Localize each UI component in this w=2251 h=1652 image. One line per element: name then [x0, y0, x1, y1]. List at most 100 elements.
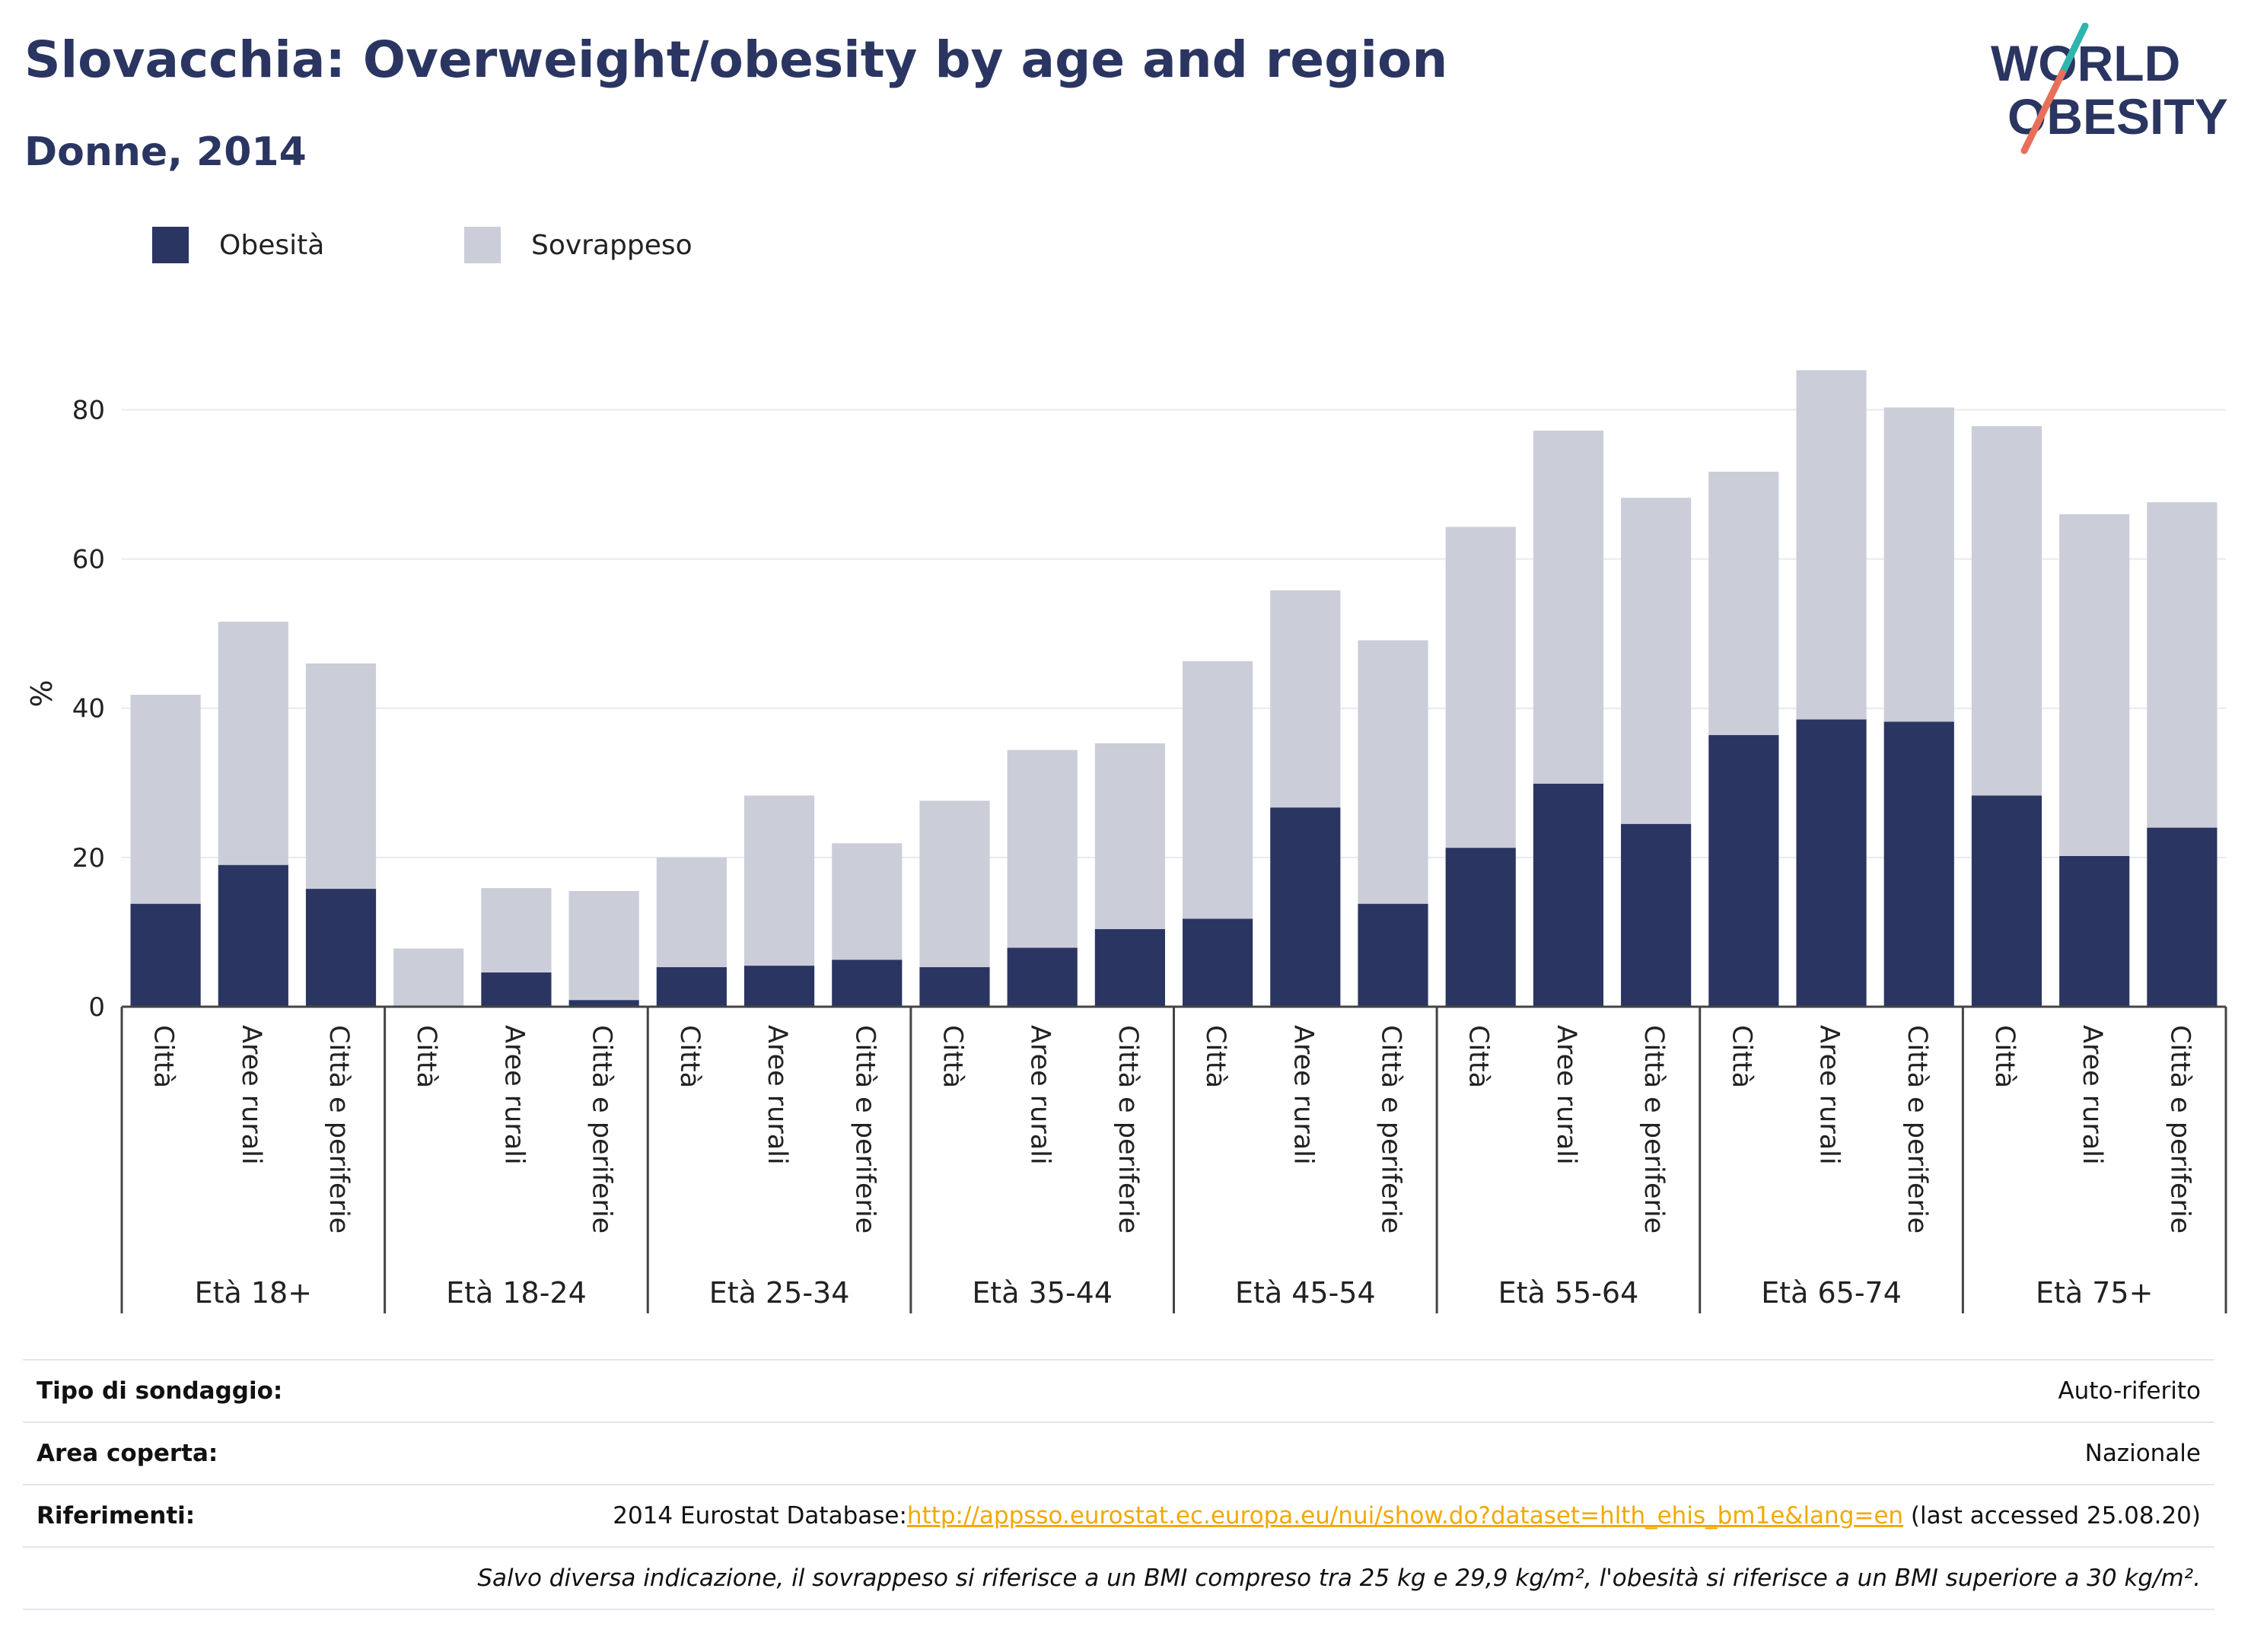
bar-sovrappeso [568, 890, 639, 1001]
info-row-references: Riferimenti: 2014 Eurostat Database:http… [23, 1484, 2214, 1546]
bar-obesita [743, 966, 815, 1007]
x-tick-label: Aree rurali [498, 1025, 529, 1165]
bar-obesita [656, 967, 727, 1007]
legend-swatch-sovrappeso [464, 227, 501, 263]
bar-sovrappeso [832, 843, 903, 960]
bar-obesita [481, 972, 552, 1007]
logo-slash-coral [2020, 69, 2066, 154]
bar-sovrappeso [1094, 743, 1165, 930]
x-tick-label: Città e periferie [849, 1025, 880, 1233]
bar-sovrappeso [1883, 407, 1954, 722]
y-tick-label: 0 [88, 992, 105, 1023]
bar-sovrappeso [743, 795, 815, 966]
bar-obesita [1971, 795, 2042, 1007]
x-tick-label: Aree rurali [2077, 1025, 2107, 1165]
info-row-survey-type: Tipo di sondaggio: Auto-riferito [23, 1359, 2214, 1421]
bar-sovrappeso [1007, 750, 1078, 948]
x-tick-label: Aree rurali [1814, 1025, 1845, 1165]
bar-obesita [1796, 719, 1867, 1007]
group-label: Età 18-24 [446, 1276, 587, 1310]
bar-sovrappeso [218, 621, 288, 865]
y-tick-label: 40 [72, 694, 105, 724]
bar-obesita [305, 889, 377, 1007]
bar-obesita [1621, 823, 1692, 1007]
coverage-value: Nazionale [2084, 1440, 2201, 1467]
y-axis-title: % [25, 680, 59, 707]
info-table: Tipo di sondaggio: Auto-riferito Area co… [23, 1359, 2214, 1610]
group-label: Età 18+ [195, 1276, 312, 1310]
bar-sovrappeso [2147, 502, 2218, 828]
group-label: Età 35-44 [972, 1276, 1113, 1310]
logo-text-line1: WORLD [1991, 35, 2180, 91]
bar-sovrappeso [393, 948, 464, 1007]
bar-obesita [1270, 807, 1341, 1007]
x-tick-label: Aree rurali [1288, 1025, 1318, 1165]
bar-obesita [2147, 827, 2218, 1007]
stacked-bar-chart: 0 20 40 60 80% Città Aree rurali Città e perife… [25, 370, 2227, 1313]
x-tick-label: Città [1989, 1025, 2020, 1088]
group-label: Età 45-54 [1235, 1276, 1376, 1310]
bar-obesita [919, 967, 990, 1007]
references-suffix: (last accessed 25.08.20) [1903, 1502, 2201, 1529]
bar-sovrappeso [1708, 471, 1779, 736]
x-tick-label: Città e periferie [1902, 1025, 1932, 1233]
bar-sovrappeso [1358, 640, 1428, 904]
bar-sovrappeso [130, 695, 201, 904]
legend-swatch-obesita [152, 227, 189, 263]
bmi-note: Salvo diversa indicazione, il sovrappeso… [477, 1564, 2201, 1592]
x-tick-label: Città e periferie [2164, 1025, 2195, 1233]
references-prefix: 2014 Eurostat Database: [613, 1502, 907, 1529]
x-tick-label: Città e periferie [1638, 1025, 1669, 1233]
info-row-note: Salvo diversa indicazione, il sovrappeso… [23, 1546, 2214, 1610]
info-row-coverage: Area coperta: Nazionale [23, 1421, 2214, 1484]
x-tick-label: Città e periferie [323, 1025, 354, 1233]
x-tick-label: Città [937, 1025, 967, 1088]
bar-obesita [1883, 721, 1954, 1007]
survey-type-value: Auto-riferito [2058, 1377, 2201, 1405]
x-tick-label: Aree rurali [1025, 1025, 1055, 1165]
bar-sovrappeso [1621, 498, 1692, 824]
bar-obesita [1007, 947, 1078, 1007]
bar-obesita [1708, 735, 1779, 1007]
world-obesity-logo-mark: WORLD OBESITY [1991, 22, 2228, 154]
bar-obesita [130, 903, 201, 1007]
x-tick-label: Città e periferie [1113, 1025, 1143, 1233]
group-label: Età 65-74 [1761, 1276, 1902, 1310]
x-tick-label: Città e periferie [587, 1025, 617, 1233]
x-tick-label: Città [1463, 1025, 1494, 1088]
group-label: Età 55-64 [1498, 1276, 1639, 1310]
bar-sovrappeso [656, 857, 727, 968]
bar-sovrappeso [481, 888, 552, 972]
chart-subtitle: Donne, 2014 [24, 129, 307, 175]
bar-sovrappeso [919, 801, 990, 968]
bar-sovrappeso [1533, 430, 1604, 784]
y-tick-label: 80 [72, 395, 105, 425]
group-label: Età 25-34 [709, 1276, 850, 1310]
y-tick-label: 60 [72, 545, 105, 575]
bar-sovrappeso [1971, 426, 2042, 796]
references-label: Riferimenti: [37, 1502, 196, 1529]
bar-obesita [2059, 855, 2130, 1007]
bar-sovrappeso [1796, 370, 1867, 720]
bar-obesita [568, 1000, 639, 1007]
x-tick-label: Aree rurali [236, 1025, 266, 1165]
x-tick-label: Città [411, 1025, 441, 1088]
x-tick-label: Aree rurali [1551, 1025, 1581, 1165]
coverage-label: Area coperta: [37, 1440, 218, 1467]
legend-label-obesita: Obesità [219, 230, 325, 261]
x-tick-label: Città [1200, 1025, 1231, 1088]
bar-obesita [832, 960, 903, 1007]
bar-obesita [1183, 918, 1253, 1007]
x-tick-label: Aree rurali [762, 1025, 792, 1165]
world-obesity-logo: WORLD OBESITY [1986, 22, 2237, 160]
bar-sovrappeso [1270, 590, 1341, 808]
bar-sovrappeso [1445, 527, 1516, 848]
bar-obesita [1094, 929, 1165, 1007]
bar-obesita [1358, 903, 1428, 1007]
bar-obesita [218, 864, 288, 1007]
references-link[interactable]: http://appsso.eurostat.ec.europa.eu/nui/… [906, 1502, 1904, 1529]
bar-sovrappeso [1183, 660, 1253, 919]
survey-type-label: Tipo di sondaggio: [37, 1377, 283, 1405]
chart-title: Slovacchia: Overweight/obesity by age an… [24, 30, 1448, 89]
bar-obesita [1533, 783, 1604, 1007]
